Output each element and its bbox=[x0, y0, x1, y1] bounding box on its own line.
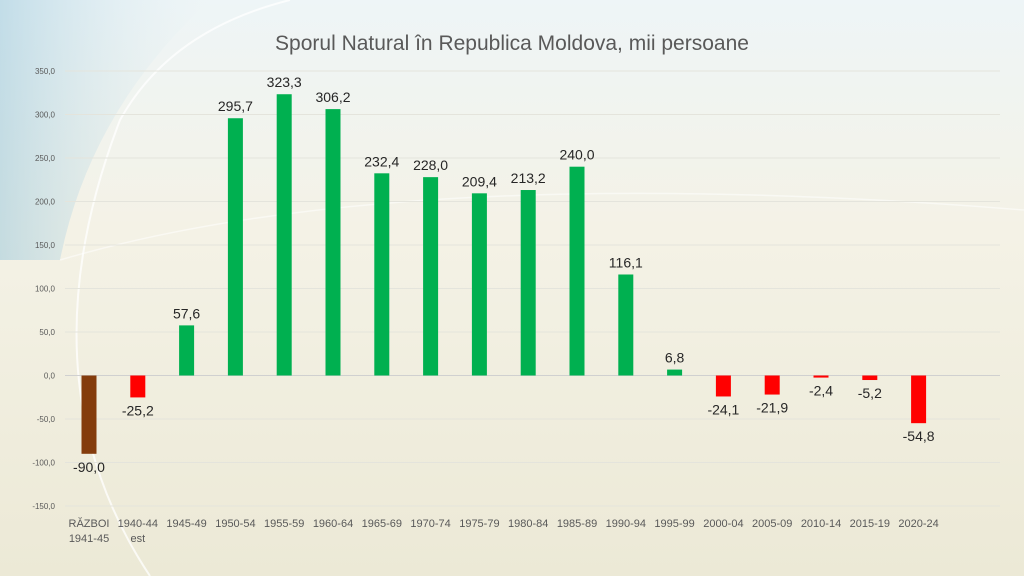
y-tick-label: 250,0 bbox=[35, 154, 56, 163]
x-tick-label: 2010-14 bbox=[801, 518, 841, 530]
y-axis-tick-labels: -150,0 -100,0 -50,0 0,0 50,0 100,0 150,0 200,0 2… bbox=[32, 67, 55, 511]
x-tick-label-line: 1960-64 bbox=[313, 518, 353, 530]
bar bbox=[715, 375, 731, 397]
data-label: -2,4 bbox=[809, 383, 833, 399]
y-tick-label: 300,0 bbox=[35, 111, 56, 120]
x-tick-label-line: 1950-54 bbox=[215, 518, 255, 530]
x-tick-label-line: 2015-19 bbox=[850, 518, 890, 530]
data-label: 6,8 bbox=[665, 350, 685, 366]
bar bbox=[667, 369, 683, 376]
bars bbox=[81, 94, 927, 454]
data-label: -54,8 bbox=[903, 428, 935, 444]
x-tick-label-line: 2005-09 bbox=[752, 518, 792, 530]
x-tick-label: 1985-89 bbox=[557, 518, 597, 530]
x-tick-label: 1990-94 bbox=[606, 518, 646, 530]
data-label: 213,2 bbox=[511, 170, 546, 186]
y-tick-label: 50,0 bbox=[39, 328, 55, 337]
y-tick-label: -50,0 bbox=[37, 415, 56, 424]
bar bbox=[618, 274, 634, 376]
data-label: 323,3 bbox=[267, 74, 302, 90]
bar bbox=[862, 375, 878, 381]
data-label: -90,0 bbox=[73, 459, 105, 475]
data-label: 295,7 bbox=[218, 98, 253, 114]
y-tick-label: -100,0 bbox=[32, 459, 55, 468]
x-tick-label: 1940-44 est bbox=[118, 518, 158, 545]
x-tick-label-line: 1995-99 bbox=[654, 518, 694, 530]
x-tick-label: 2015-19 bbox=[850, 518, 890, 530]
bar bbox=[520, 190, 536, 376]
data-label: 228,0 bbox=[413, 157, 448, 173]
y-tick-label: 150,0 bbox=[35, 241, 56, 250]
x-tick-label: 1975-79 bbox=[459, 518, 499, 530]
x-tick-label: 1980-84 bbox=[508, 518, 548, 530]
data-label: -21,9 bbox=[756, 400, 788, 416]
data-labels: -90,0 -25,2 57,6 295,7 323,3 306,2 232,4 228,0 2… bbox=[73, 74, 935, 475]
x-tick-label: 1950-54 bbox=[215, 518, 255, 530]
x-tick-label-line: 2010-14 bbox=[801, 518, 841, 530]
x-tick-label: 1955-59 bbox=[264, 518, 304, 530]
x-tick-label: 1970-74 bbox=[410, 518, 450, 530]
bar bbox=[813, 375, 829, 378]
x-tick-label-line: RĂZBOI bbox=[69, 517, 110, 530]
y-tick-label: 350,0 bbox=[35, 67, 56, 76]
bar bbox=[471, 193, 487, 376]
data-label: -25,2 bbox=[122, 402, 154, 418]
x-tick-label: 1965-69 bbox=[362, 518, 402, 530]
x-tick-label: 2005-09 bbox=[752, 518, 792, 530]
x-tick-label: 1945-49 bbox=[166, 518, 206, 530]
bar bbox=[374, 173, 390, 376]
data-label: 116,1 bbox=[609, 254, 643, 270]
x-tick-label-line: 2020-24 bbox=[898, 518, 938, 530]
data-label: -24,1 bbox=[707, 401, 739, 417]
x-tick-label-line: 1980-84 bbox=[508, 518, 548, 530]
gridlines bbox=[65, 70, 1000, 507]
bar bbox=[911, 375, 927, 424]
data-label: 232,4 bbox=[364, 153, 399, 169]
data-label: 240,0 bbox=[559, 147, 594, 163]
x-tick-label: 1960-64 bbox=[313, 518, 353, 530]
bar bbox=[569, 166, 585, 376]
bar bbox=[227, 118, 243, 376]
y-tick-label: -150,0 bbox=[32, 502, 55, 511]
data-label: 306,2 bbox=[315, 89, 350, 105]
x-tick-label-line: 1941-45 bbox=[69, 533, 109, 545]
bar bbox=[81, 375, 97, 454]
bar bbox=[325, 109, 341, 376]
bar bbox=[764, 375, 780, 395]
x-tick-label-line: 1940-44 bbox=[118, 518, 158, 530]
data-label: 209,4 bbox=[462, 173, 497, 189]
x-tick-label-line: 1965-69 bbox=[362, 518, 402, 530]
x-tick-label-line: est bbox=[130, 533, 145, 545]
y-tick-label: 100,0 bbox=[35, 285, 56, 294]
x-tick-label: 2000-04 bbox=[703, 518, 743, 530]
chart-title: Sporul Natural în Republica Moldova, mii… bbox=[275, 32, 749, 55]
y-tick-label: 200,0 bbox=[35, 198, 56, 207]
x-tick-label-line: 1985-89 bbox=[557, 518, 597, 530]
x-tick-label-line: 1970-74 bbox=[410, 518, 450, 530]
x-tick-label: RĂZBOI 1941-45 bbox=[69, 517, 110, 545]
x-tick-label-line: 2000-04 bbox=[703, 518, 743, 530]
x-axis-tick-labels: RĂZBOI 1941-45 1940-44 est 1945-49 1950-54 195… bbox=[69, 517, 939, 545]
x-tick-label-line: 1990-94 bbox=[606, 518, 646, 530]
x-tick-label: 1995-99 bbox=[654, 518, 694, 530]
y-tick-label: 0,0 bbox=[44, 372, 56, 381]
bar bbox=[276, 94, 292, 376]
x-tick-label: 2020-24 bbox=[898, 518, 938, 530]
bar bbox=[423, 177, 439, 376]
x-tick-label-line: 1975-79 bbox=[459, 518, 499, 530]
x-tick-label-line: 1945-49 bbox=[166, 518, 206, 530]
data-label: -5,2 bbox=[858, 385, 882, 401]
x-tick-label-line: 1955-59 bbox=[264, 518, 304, 530]
data-label: 57,6 bbox=[173, 305, 200, 321]
bar bbox=[179, 325, 195, 376]
bar bbox=[130, 375, 146, 398]
